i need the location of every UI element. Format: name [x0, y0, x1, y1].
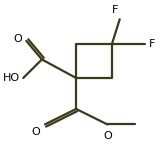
Text: O: O — [32, 127, 40, 137]
Text: F: F — [149, 39, 156, 49]
Text: O: O — [13, 34, 22, 44]
Text: O: O — [103, 131, 112, 141]
Text: F: F — [112, 5, 118, 15]
Text: HO: HO — [3, 73, 20, 83]
